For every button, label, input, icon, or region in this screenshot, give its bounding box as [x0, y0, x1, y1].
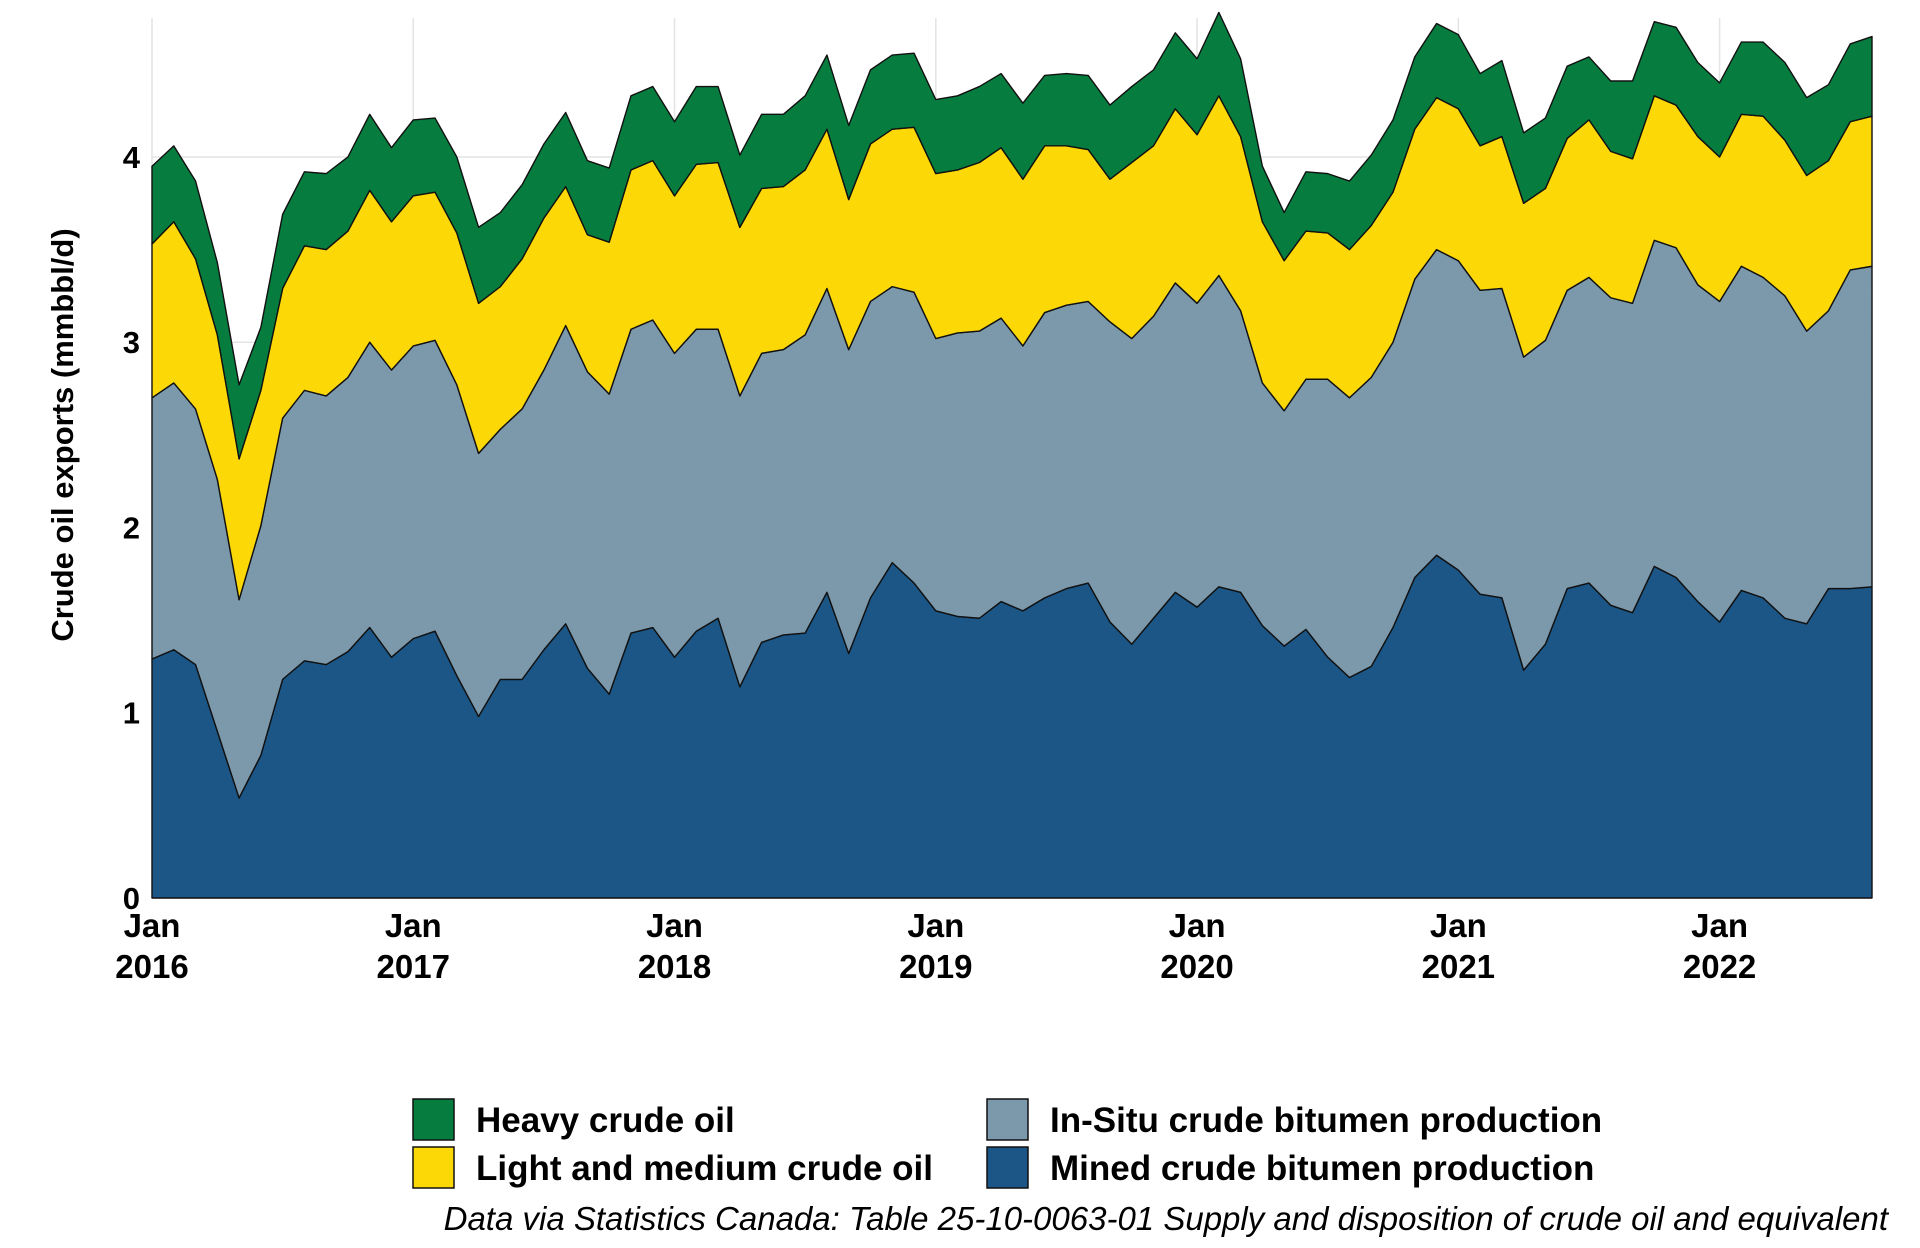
- x-tick-label-month: Jan: [1430, 907, 1487, 944]
- y-tick-label: 0: [123, 881, 140, 916]
- x-axis: Jan 2016 Jan 2017 Jan 2018 Jan 2019 Jan 2020 Jan 20…: [115, 907, 1756, 985]
- legend-label: Heavy crude oil: [476, 1101, 735, 1140]
- legend-swatch: [986, 1146, 1029, 1189]
- x-tick-label-month: Jan: [907, 907, 964, 944]
- legend-item: Mined crude bitumen production: [986, 1146, 1594, 1189]
- x-tick-label-month: Jan: [124, 907, 181, 944]
- y-axis-title: Crude oil exports (mmbbl/d): [45, 228, 80, 641]
- legend-item: Heavy crude oil: [412, 1098, 735, 1141]
- legend-item: Light and medium crude oil: [412, 1146, 933, 1189]
- x-tick-label-month: Jan: [1691, 907, 1748, 944]
- area-heavy-crude-oil: [151, 11, 1873, 460]
- legend-item: In-Situ crude bitumen production: [986, 1098, 1602, 1141]
- x-tick-label-year: 2021: [1422, 948, 1495, 985]
- x-tick-label-year: 2018: [638, 948, 711, 985]
- legend-swatch: [412, 1146, 455, 1189]
- legend-label: In-Situ crude bitumen production: [1050, 1101, 1602, 1140]
- x-tick-label-year: 2022: [1683, 948, 1756, 985]
- legend-swatch: [412, 1098, 455, 1141]
- x-tick-label-year: 2017: [377, 948, 450, 985]
- legend-swatch: [986, 1098, 1029, 1141]
- y-tick-label: 4: [123, 140, 141, 175]
- x-tick-label-month: Jan: [1169, 907, 1226, 944]
- y-axis: 0 1 2 3 4: [123, 140, 141, 916]
- area-layers: [151, 11, 1873, 899]
- y-tick-label: 1: [123, 696, 140, 731]
- x-tick-label-month: Jan: [646, 907, 703, 944]
- source-caption: Data via Statistics Canada: Table 25-10-…: [444, 1200, 1890, 1237]
- x-tick-label-year: 2019: [899, 948, 972, 985]
- legend: Heavy crude oil In-Situ crude bitumen pro…: [412, 1098, 1602, 1189]
- legend-label: Mined crude bitumen production: [1050, 1149, 1594, 1188]
- x-tick-label-month: Jan: [385, 907, 442, 944]
- x-tick-label-year: 2016: [115, 948, 188, 985]
- x-tick-label-year: 2020: [1160, 948, 1233, 985]
- y-tick-label: 3: [123, 325, 140, 360]
- y-tick-label: 2: [123, 510, 140, 545]
- legend-label: Light and medium crude oil: [476, 1149, 933, 1188]
